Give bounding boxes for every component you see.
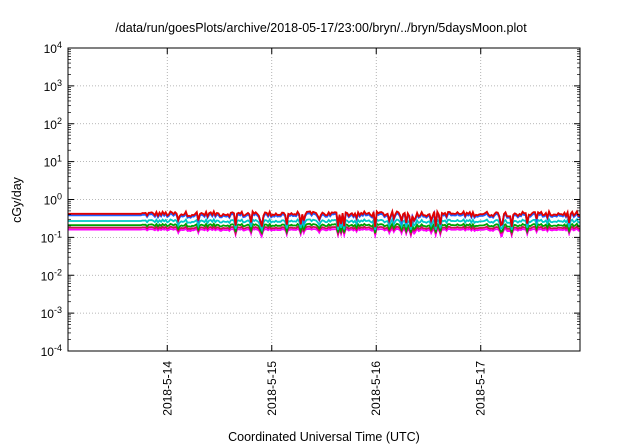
y-axis-label: cGy/day (10, 176, 24, 223)
x-tick-label: 2018-5-14 (160, 361, 174, 416)
x-axis-label: Coordinated Universal Time (UTC) (228, 430, 420, 444)
series-line (68, 208, 580, 228)
y-tick-label: 10-2 (41, 267, 62, 283)
x-tick-label: 2018-5-16 (369, 361, 383, 416)
series-line (68, 224, 580, 238)
chart-title: /data/run/goesPlots/archive/2018-05-17/2… (115, 21, 527, 35)
y-tick-label: 101 (44, 154, 62, 170)
x-tick-label: 2018-5-17 (474, 361, 488, 416)
x-tick-label: 2018-5-15 (265, 361, 279, 416)
y-tick-label: 103 (44, 78, 62, 94)
y-tick-label: 104 (44, 40, 62, 56)
series-line (68, 221, 580, 235)
y-tick-label: 102 (44, 116, 62, 132)
y-tick-label: 10-3 (41, 305, 62, 321)
grid (68, 48, 580, 351)
series-layer (68, 208, 581, 239)
y-tick-label: 10-1 (41, 229, 62, 245)
series-line (68, 226, 580, 238)
series-line (68, 216, 580, 233)
axes: 10-4 10-3 10-2 10-1 100 101 102 103 104 2018-5-14… (41, 40, 580, 416)
y-tick-label: 10-4 (41, 343, 62, 359)
y-tick-label: 100 (44, 192, 62, 208)
